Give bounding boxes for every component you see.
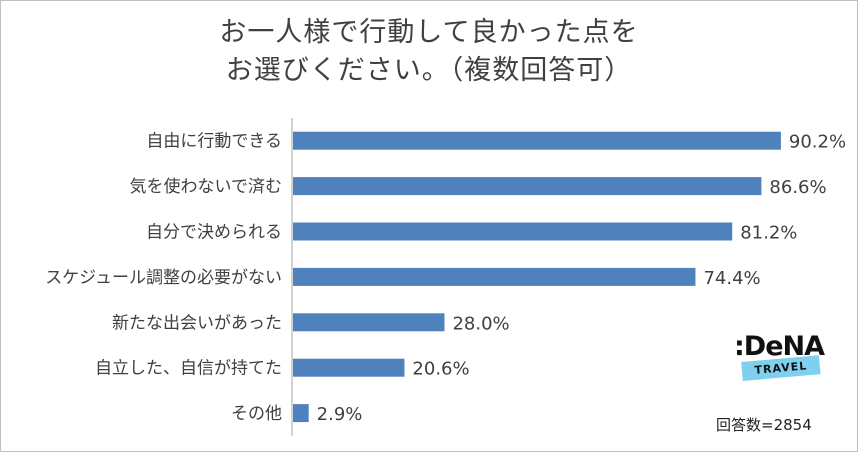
category-label-4: スケジュール調整の必要がない [45, 268, 282, 288]
bar-5 [293, 313, 445, 332]
value-label-6: 20.6% [412, 359, 469, 380]
dena-travel-logo: :DeNA TRAVEL [734, 332, 826, 392]
value-label-5: 28.0% [452, 313, 509, 334]
category-label-5: 新たな出会いがあった [112, 313, 282, 333]
category-label-1: 自由に行動できる [146, 132, 282, 152]
category-label-3: 自分で決められる [146, 223, 282, 243]
bar-1 [293, 131, 781, 150]
value-label-1: 90.2% [789, 132, 846, 153]
value-label-4: 74.4% [703, 268, 760, 289]
bar-2 [293, 177, 762, 196]
bar-3 [293, 222, 733, 241]
respondent-count: 回答数=2854 [716, 416, 812, 434]
bar-6 [293, 358, 405, 377]
value-label-3: 81.2% [740, 223, 797, 244]
chart-title: お一人様で行動して良かった点を お選びください。（複数回答可） [0, 14, 858, 90]
value-label-2: 86.6% [769, 177, 826, 198]
category-label-2: 気を使わないで済む [130, 176, 283, 197]
category-label-7: その他 [231, 404, 282, 424]
chart-title-line-2: お選びください。（複数回答可） [225, 55, 633, 86]
bar-7 [293, 404, 309, 423]
category-label-6: 自立した、自信が持てた [95, 359, 282, 379]
value-label-7: 2.9% [317, 404, 363, 425]
chart-title-line-1: お一人様で行動して良かった点を [219, 17, 639, 48]
bar-4 [293, 267, 696, 286]
